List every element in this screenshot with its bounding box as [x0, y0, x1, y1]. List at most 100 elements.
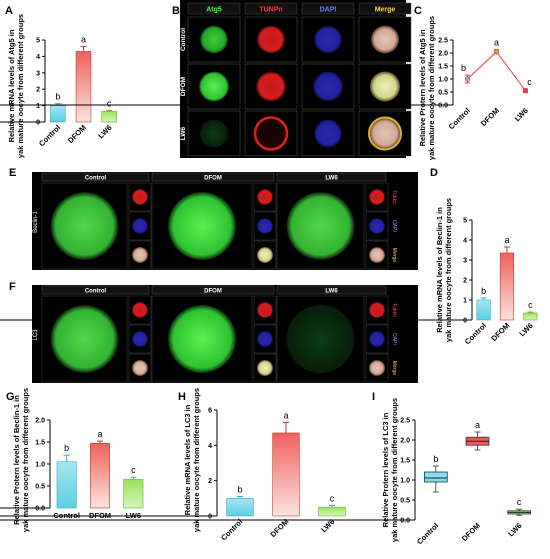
chart-i-xtick-label: LW6	[506, 521, 523, 538]
panel-f-image: LC3 Control DFOM LW6 Tubkn DAPI Merge	[32, 285, 418, 383]
chart-h-ylabel-2: yak mature oocyte from different groups	[192, 388, 201, 532]
panel-b-row-label: LW6	[180, 126, 187, 140]
chart-h-xtick-label: Control	[219, 517, 244, 542]
panelE-oocyte	[286, 192, 355, 260]
chart-d-ylabel-2: yak mature oocyte from different groups	[444, 198, 453, 342]
panelE-thumb-oocyte	[132, 218, 148, 234]
panelF-thumb-oocyte	[369, 331, 385, 347]
panel-b-oocyte	[314, 25, 342, 54]
panel-b-oocyte	[199, 71, 229, 102]
chart-h: Relative mRNA levels of LC3 in yak matur…	[0, 388, 346, 542]
chart-g-bar-dfom	[90, 443, 110, 509]
panel-b-col-header	[244, 2, 298, 15]
panel-letter-a: A	[5, 5, 13, 17]
chart-c-sig-letter: c	[527, 77, 532, 87]
panelE-header	[276, 172, 387, 182]
chart-i-ytick-label: 0.0	[400, 518, 410, 525]
chart-i-ytick-label: 2.0	[400, 438, 410, 445]
chart-a-ytick-label: 0	[36, 120, 40, 127]
chart-g-ytick-label: 0.5	[35, 484, 45, 491]
chart-c-xtick-label: Control	[447, 106, 472, 131]
chart-h-sig-letter: a	[283, 410, 288, 420]
chart-i-ytick-label: 1.5	[400, 458, 410, 465]
chart-a-ylabel-1: Relative mRNA levels of Atg5 in	[7, 29, 16, 142]
panelE-thumb-oocyte	[132, 189, 148, 205]
chart-i-sig-letter: a	[475, 420, 480, 430]
chart-i-ytick-label: 1.0	[400, 478, 410, 485]
panel-b-oocyte	[256, 71, 286, 102]
chart-g-ytick-label: 1.0	[35, 462, 45, 469]
chart-g-sig-letter: a	[97, 429, 102, 439]
chart-d-xtick-label: DFOM	[489, 321, 511, 343]
panelF-thumb-oocyte	[369, 302, 385, 318]
panelE-row-label: Beclin-1	[33, 211, 39, 233]
chart-c-ytick-label: 2.0	[438, 51, 448, 58]
chart-c-ytick-label: 0.5	[438, 90, 448, 97]
panelE-thumb-oocyte	[369, 189, 385, 205]
chart-a-xtick-label: LW6	[96, 123, 113, 140]
chart-c-ylabel-2: yak mature oocyte from different groups	[427, 16, 436, 160]
chart-i-xtick-label: Control	[415, 521, 440, 546]
chart-g-ylabel-2: yak mature oocyte from different groups	[21, 388, 30, 532]
chart-d-xtick-label: LW6	[517, 321, 534, 338]
chart-h-ytick-label: 6	[208, 408, 212, 415]
chart-c-ytick-label: 0.0	[438, 103, 448, 110]
chart-c-sig-letter: a	[494, 38, 499, 48]
panelE-thumb-oocyte	[369, 247, 385, 263]
chart-c-sig-letter: b	[461, 63, 466, 73]
panel-letter-i: I	[372, 391, 375, 403]
panel-b-col-header	[358, 2, 412, 15]
panelE-side-label: DAPI	[391, 220, 397, 232]
chart-c-ytick-label: 2.5	[438, 38, 448, 45]
chart-a: Relative mRNA levels of Atg5 in yak matu…	[0, 14, 117, 158]
panelE-thumb-oocyte	[257, 218, 273, 234]
chart-c-point-control	[464, 76, 471, 82]
chart-i: Relative Protern levels of LC3 in yak ma…	[0, 398, 532, 546]
panelF-thumb-oocyte	[132, 302, 148, 318]
chart-a-ytick-label: 3	[36, 70, 40, 77]
chart-h-sig-letter: b	[237, 485, 242, 495]
panel-b-oocyte	[253, 116, 289, 151]
panelE-oocyte	[50, 192, 119, 260]
panel-b-cell	[301, 16, 355, 63]
panel-b-col-header	[301, 2, 355, 15]
panelE-header-label: DFOM	[204, 176, 222, 182]
panelF-oocyte	[50, 305, 119, 373]
panelF-header-label: LW6	[325, 289, 338, 295]
chart-g-bar-control	[56, 461, 77, 509]
chart-h-bar-control	[226, 498, 254, 517]
chart-a-ytick-label: 1	[36, 103, 40, 110]
panel-e-image: Beclin-1 Control DFOM LW6 Tubkn DAPI Merge	[32, 172, 418, 270]
panelF-thumb-oocyte	[257, 302, 273, 318]
panel-b-oocyte	[314, 119, 342, 148]
chart-a-ytick-label: 5	[36, 38, 40, 45]
chart-a-xtick-label: Control	[37, 123, 62, 148]
chart-a-xtick-label: DFOM	[66, 123, 88, 145]
panel-letter-g: G	[6, 391, 15, 403]
panel-b-image: Atg5 TUNPn DAPI Merge Control DFOM LW6	[180, 0, 412, 158]
chart-g-ytick-label: 2.0	[35, 418, 45, 425]
chart-d-ytick-label: 0	[463, 318, 467, 325]
chart-d-ylabel-1: Relative mRNA levels of Beclin-1 in	[435, 207, 444, 333]
panelF-thumb-oocyte	[257, 331, 273, 347]
panel-b-oocyte	[200, 25, 228, 54]
panelE-side-label: Merge	[391, 248, 397, 262]
panel-b-col-label: Atg5	[206, 7, 222, 14]
panel-b-oocyte	[371, 25, 399, 54]
panelE-side-label: Tubkn	[391, 190, 397, 204]
chart-c-point-lw6	[522, 87, 529, 94]
panelF-header	[41, 285, 150, 295]
panelE-oocyte	[168, 192, 236, 260]
panelF-side-label: DAPI	[391, 333, 397, 345]
chart-d-bar-dfom	[499, 252, 515, 321]
panel-letter-f: F	[9, 281, 16, 293]
panel-letter-h: H	[178, 391, 186, 403]
chart-a-ylabel-2: yak mature oocyte from different groups	[16, 14, 25, 158]
chart-d-ytick-label: 2	[463, 278, 467, 285]
chart-d-sig-letter: b	[481, 286, 486, 296]
panel-b-row-label: DFOM	[180, 77, 187, 96]
panel-letter-d: D	[430, 167, 438, 179]
chart-d-xtick-label: Control	[463, 321, 488, 346]
chart-d-sig-letter: c	[528, 300, 533, 310]
